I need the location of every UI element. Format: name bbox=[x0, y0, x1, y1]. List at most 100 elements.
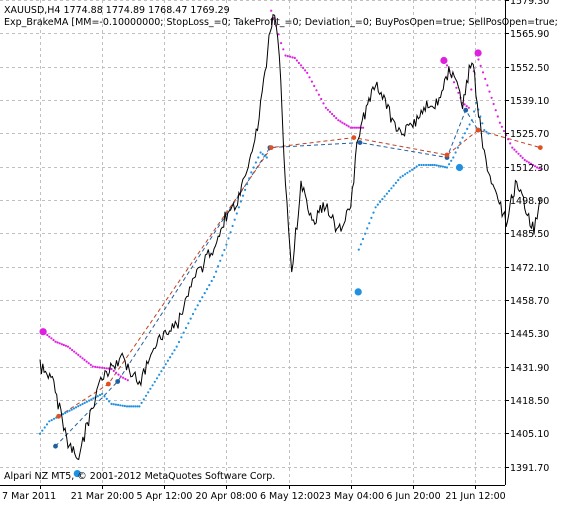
symbol-info: XAUUSD,H4 1774.88 1774.89 1768.47 1769.2… bbox=[4, 5, 230, 16]
buy-stop-dot bbox=[180, 336, 183, 339]
sell-trade-marker bbox=[106, 381, 111, 387]
buy-stop-dot bbox=[201, 296, 204, 299]
buy-stop-dot bbox=[173, 349, 176, 352]
sell-stop-dot bbox=[81, 357, 84, 360]
sell-stop-dot bbox=[295, 59, 298, 62]
y-tick-label: 1472.10 bbox=[510, 263, 549, 274]
sell-stop-dot bbox=[494, 109, 497, 112]
buy-stop-dot bbox=[147, 391, 150, 394]
sell-stop-dot bbox=[519, 154, 522, 157]
buy-stop-dot bbox=[189, 317, 192, 320]
y-tick-label: 1539.10 bbox=[510, 96, 549, 107]
buy-stop-dot bbox=[142, 398, 145, 401]
buy-stop-dot bbox=[153, 380, 156, 383]
sell-stop-dot bbox=[58, 342, 61, 345]
sell-stop-dot bbox=[299, 64, 303, 67]
buy-stop-dot bbox=[437, 164, 440, 167]
buy-stop-dot bbox=[399, 176, 402, 179]
sell-stop-dot bbox=[527, 161, 531, 164]
buy-stop-dot bbox=[357, 248, 360, 251]
buy-stop-dot bbox=[110, 402, 113, 405]
sell-stop-dot bbox=[525, 160, 528, 163]
y-tick-labels: 1579.30 1565.90 1552.50 1539.10 1525.70 1512.… bbox=[510, 0, 549, 474]
sell-stop-dot bbox=[337, 119, 340, 122]
sell-stop-dot bbox=[531, 163, 535, 167]
sell-stop-dot bbox=[339, 120, 342, 123]
sell-stop-dot bbox=[117, 373, 120, 376]
sell-stop-dot bbox=[349, 126, 352, 129]
buy-stop-dot bbox=[246, 183, 249, 186]
sell-stop-dot bbox=[56, 341, 59, 344]
buy-stop-dot bbox=[144, 394, 148, 397]
sell-stop-dot bbox=[60, 343, 63, 346]
sell-stop-dot bbox=[71, 348, 74, 352]
y-tick-label: 1552.50 bbox=[510, 63, 549, 74]
sell-trade-marker bbox=[56, 413, 61, 419]
buy-stop-dot bbox=[374, 206, 377, 209]
sell-trade-marker bbox=[444, 152, 450, 158]
sell-stop-dot bbox=[481, 71, 485, 74]
sell-stop-dot bbox=[331, 112, 334, 116]
buy-stop-dot bbox=[38, 432, 42, 435]
sell-trade-marker bbox=[268, 145, 274, 151]
buy-stop-dot bbox=[366, 227, 369, 230]
buy-stop-dot bbox=[219, 259, 222, 262]
buy-stop-dot bbox=[231, 224, 234, 228]
sell-stop-dot bbox=[502, 129, 506, 133]
buy-stop-dot bbox=[250, 171, 253, 174]
sell-stop-dot bbox=[79, 355, 82, 358]
buy-stop-dot bbox=[381, 198, 384, 201]
buy-stop-dot bbox=[254, 161, 257, 164]
y-tick-label: 1579.30 bbox=[510, 0, 549, 7]
buy-stop-dot bbox=[155, 377, 159, 380]
signal-dot bbox=[39, 328, 47, 336]
y-tick-label: 1565.90 bbox=[510, 29, 549, 40]
buy-stop-dot bbox=[77, 405, 80, 408]
sell-stop-dot bbox=[315, 89, 318, 92]
buy-stop-dot bbox=[72, 407, 75, 410]
y-tick-label: 1498.90 bbox=[510, 196, 549, 207]
indicator-info: Exp_BrakeMA [MM=-0.10000000; StopLoss_=0… bbox=[4, 17, 561, 28]
buy-stop-dot bbox=[160, 370, 163, 373]
buy-stop-dot bbox=[461, 136, 464, 139]
sell-stop-dot bbox=[498, 121, 501, 124]
sell-stop-dot bbox=[457, 91, 460, 94]
y-tick-label: 1458.70 bbox=[510, 296, 549, 307]
sell-stop-dot bbox=[304, 69, 307, 72]
buy-stop-dot bbox=[101, 392, 104, 395]
buy-stop-dot bbox=[452, 156, 455, 159]
sell-stop-dot bbox=[455, 86, 458, 89]
buy-stop-dot bbox=[221, 254, 224, 257]
buy-stop-dot bbox=[184, 326, 188, 330]
sell-stop-dot bbox=[351, 126, 354, 129]
y-tick-label: 1445.30 bbox=[510, 329, 549, 340]
buy-stop-dot bbox=[41, 429, 44, 432]
buy-stop-dot bbox=[420, 163, 423, 167]
buy-stop-dot bbox=[125, 405, 129, 408]
signal-dot bbox=[455, 163, 464, 172]
buy-stop-dot bbox=[212, 275, 216, 279]
x-tick-label: 6 May 12:00 bbox=[260, 491, 319, 502]
sell-trade-marker bbox=[475, 127, 481, 133]
buy-stop-dot bbox=[468, 123, 471, 126]
buy-stop-dot bbox=[227, 237, 230, 240]
y-tick-label: 1431.90 bbox=[510, 363, 549, 374]
buy-stop-dot bbox=[487, 132, 490, 135]
sell-stop-dot bbox=[317, 93, 320, 96]
buy-stop-dot bbox=[225, 243, 228, 246]
sell-stop-dot bbox=[280, 42, 283, 45]
buy-trade-marker bbox=[115, 379, 121, 384]
sell-stop-dot bbox=[126, 379, 129, 382]
sell-stop-dot bbox=[94, 365, 97, 368]
signal-dot bbox=[474, 49, 482, 57]
buy-stop-dot bbox=[376, 203, 379, 206]
buy-stop-dot bbox=[404, 173, 407, 176]
buy-stop-dot bbox=[64, 411, 67, 415]
sell-stop-dot bbox=[105, 367, 108, 370]
buy-stop-dot bbox=[459, 141, 462, 144]
buy-stop-dot bbox=[177, 340, 181, 344]
sell-stop-dot bbox=[488, 90, 491, 93]
sell-stop-dot bbox=[302, 66, 305, 69]
buy-stop-dot bbox=[85, 400, 88, 403]
sell-stop-dot bbox=[96, 366, 99, 369]
